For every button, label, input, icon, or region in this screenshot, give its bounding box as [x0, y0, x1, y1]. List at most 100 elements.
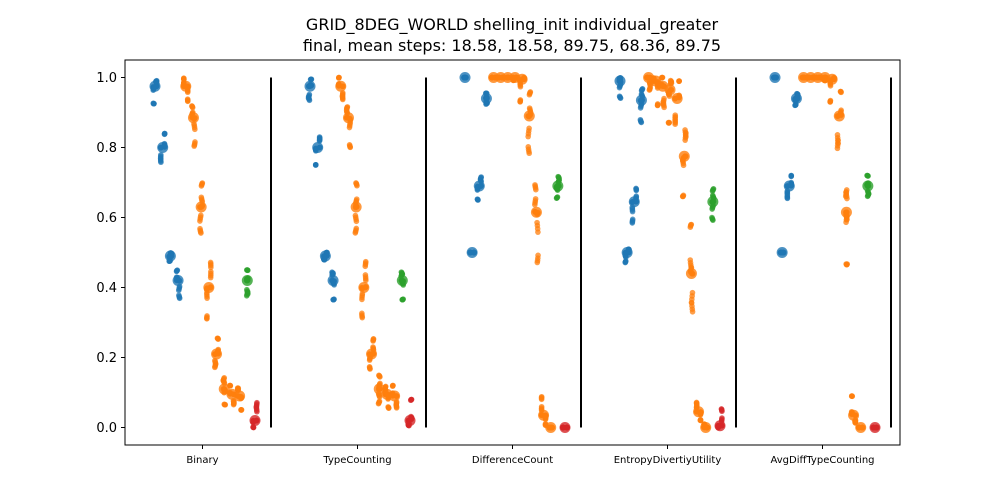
- data-point: [393, 405, 400, 411]
- mean-point: [833, 110, 845, 122]
- data-point: [161, 130, 168, 137]
- data-point: [250, 424, 257, 431]
- strip-orange: [855, 422, 867, 433]
- mean-point: [195, 201, 207, 213]
- data-point: [661, 95, 667, 102]
- data-point: [629, 220, 636, 226]
- strip-orange: [226, 382, 238, 408]
- mean-point: [862, 180, 874, 192]
- strip-orange: [657, 74, 669, 111]
- strip-blue: [319, 249, 331, 263]
- strip-orange: [523, 89, 535, 157]
- strip-orange: [335, 74, 347, 103]
- mean-point: [685, 268, 697, 279]
- strip-blue: [327, 269, 339, 303]
- mean-point: [523, 110, 535, 122]
- strip-blue: [790, 90, 802, 109]
- mean-point: [389, 390, 401, 402]
- data-point: [316, 134, 323, 140]
- strip-orange: [664, 77, 676, 126]
- mean-point: [671, 93, 683, 104]
- mean-point: [404, 415, 416, 426]
- strip-orange: [833, 88, 845, 152]
- strip-orange: [516, 73, 528, 105]
- strip-orange: [203, 259, 215, 322]
- mean-point: [552, 180, 564, 192]
- strip-orange: [342, 104, 354, 151]
- strip-orange: [671, 78, 683, 127]
- strip-blue: [466, 247, 478, 258]
- mean-point: [335, 80, 347, 92]
- x-tick-label: DifferenceCount: [472, 455, 553, 466]
- data-point: [198, 183, 205, 189]
- data-point: [718, 406, 725, 412]
- data-point: [554, 194, 561, 200]
- data-point: [709, 188, 716, 194]
- strip-orange: [187, 103, 199, 149]
- data-point: [788, 172, 795, 179]
- data-point: [151, 100, 157, 107]
- strip-blue: [157, 130, 169, 166]
- data-point: [400, 296, 406, 302]
- strip-orange: [180, 75, 192, 105]
- data-point: [864, 172, 870, 179]
- data-point: [198, 194, 205, 201]
- data-point: [366, 363, 373, 370]
- strip-blue: [621, 246, 633, 266]
- data-point: [385, 404, 391, 410]
- data-point: [838, 89, 844, 96]
- strip-red: [714, 406, 726, 432]
- mean-point: [769, 72, 781, 83]
- strip-orange: [218, 375, 230, 408]
- data-point: [672, 113, 679, 120]
- mean-point: [480, 93, 492, 104]
- mean-point: [358, 282, 370, 293]
- mean-point: [559, 422, 571, 433]
- mean-point: [848, 409, 860, 421]
- mean-point: [776, 247, 788, 258]
- mean-point: [149, 80, 161, 92]
- data-point: [646, 87, 653, 93]
- y-tick-label: 1.0: [96, 71, 117, 86]
- data-point: [697, 417, 704, 424]
- data-point: [234, 385, 241, 391]
- data-point: [370, 336, 377, 342]
- data-point: [306, 91, 313, 98]
- data-point: [637, 116, 644, 123]
- y-tick-label: 0.6: [96, 211, 117, 226]
- mean-point: [164, 250, 176, 262]
- data-point: [658, 75, 665, 81]
- data-point: [184, 98, 191, 105]
- data-point: [215, 336, 222, 342]
- data-point: [525, 144, 532, 150]
- data-point: [639, 86, 646, 92]
- strip-orange: [693, 399, 705, 424]
- x-axis: Binary TypeCounting DifferenceCount Entropy…: [186, 445, 875, 466]
- strip-orange: [685, 221, 697, 315]
- mean-point: [714, 420, 726, 432]
- data-point: [688, 299, 695, 306]
- data-point: [843, 187, 850, 193]
- strip-green: [396, 269, 408, 303]
- data-point: [330, 270, 336, 276]
- data-point: [339, 93, 346, 100]
- data-point: [676, 78, 682, 85]
- data-point: [343, 107, 350, 114]
- data-point: [198, 230, 204, 236]
- data-point: [534, 219, 540, 226]
- data-point: [555, 173, 561, 180]
- data-point: [661, 104, 667, 111]
- mean-point: [700, 422, 712, 433]
- data-point: [362, 272, 369, 278]
- strip-blue: [635, 86, 647, 126]
- data-point: [157, 155, 164, 162]
- data-point: [517, 99, 523, 105]
- data-point: [359, 314, 366, 321]
- data-point: [478, 174, 484, 180]
- strip-orange: [373, 372, 385, 407]
- strip-orange: [234, 385, 246, 413]
- chart-title-line-2: final, mean steps: 18.58, 18.58, 89.75, …: [303, 36, 721, 55]
- strip-orange: [530, 182, 542, 266]
- data-point: [221, 375, 228, 381]
- data-point: [834, 132, 841, 138]
